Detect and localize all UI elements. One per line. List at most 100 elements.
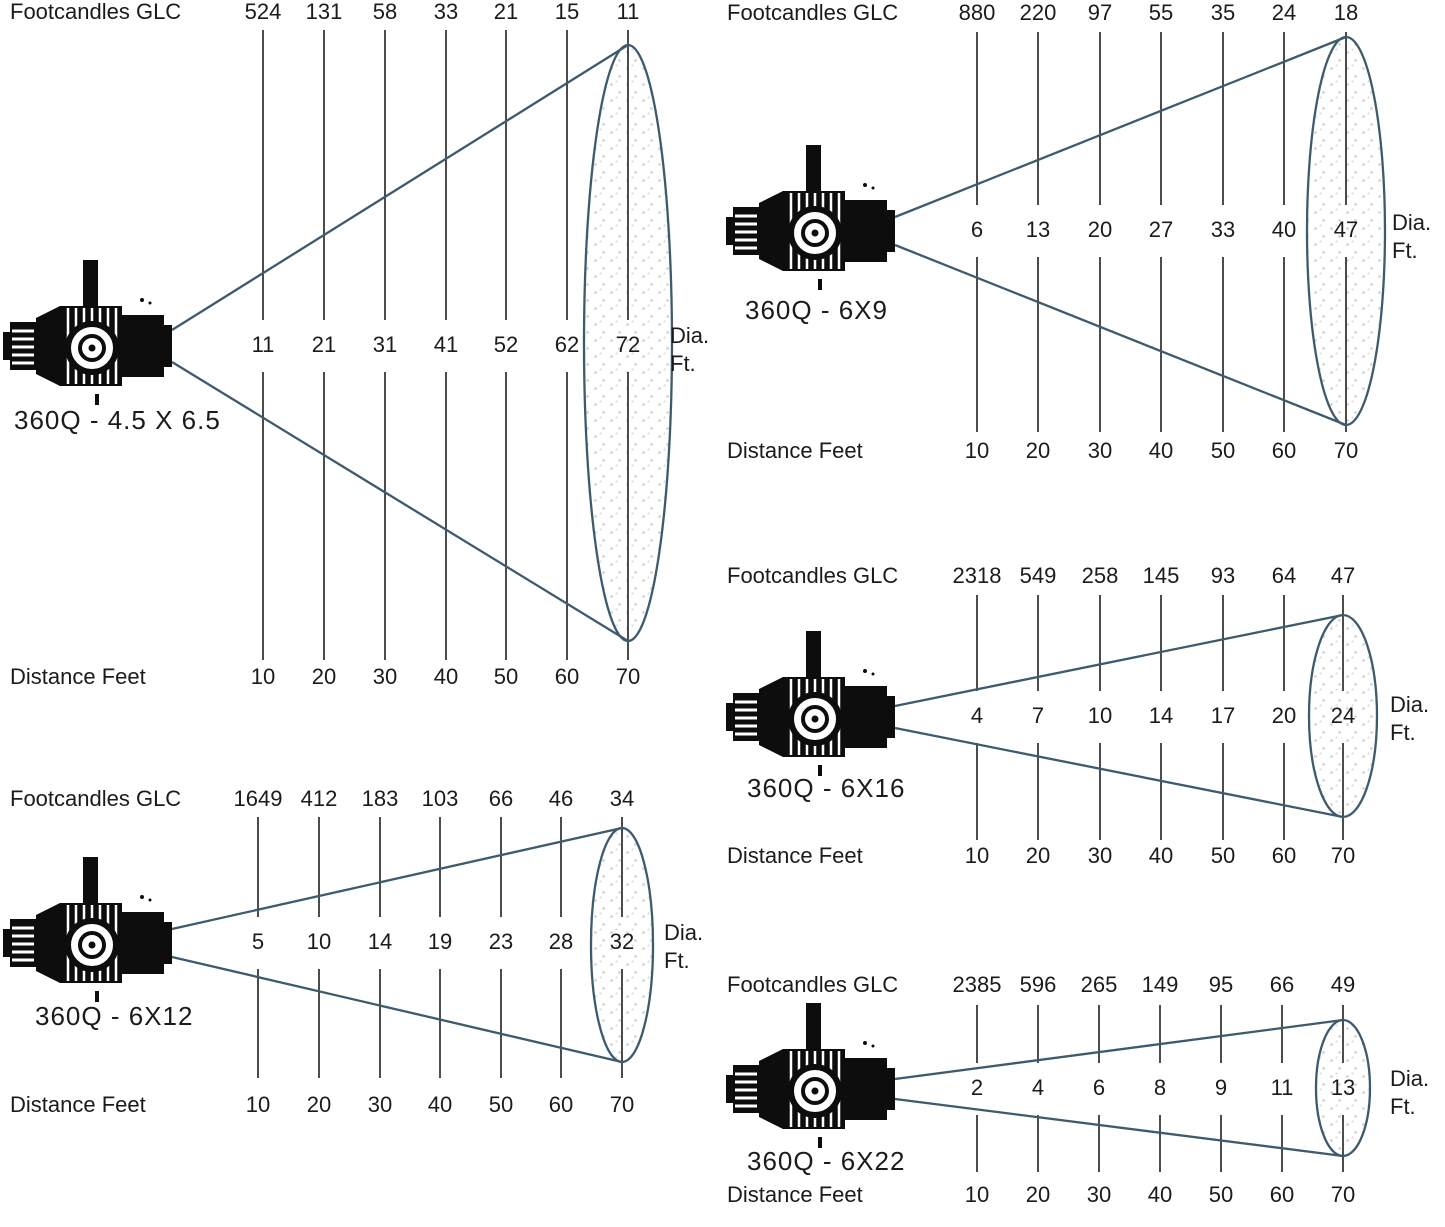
distance-value: 20: [312, 664, 336, 689]
beam-diameter-value: 28: [549, 929, 573, 954]
distance-value: 50: [489, 1092, 513, 1117]
beam-edge-lower: [894, 1097, 1344, 1158]
beam-diameter-value: 2: [971, 1075, 983, 1100]
beam-diameter-value: 4: [971, 703, 983, 728]
distance-value: 10: [965, 1182, 989, 1207]
diameter-unit-label: Ft.: [664, 948, 690, 973]
footcandle-value: 149: [1142, 972, 1179, 997]
distance-value: 20: [1026, 438, 1050, 463]
beam-diameter-value: 14: [368, 929, 392, 954]
footcandles-label: Footcandles GLC: [727, 972, 898, 997]
beam-edge-lower: [894, 726, 1344, 819]
distance-value: 20: [1026, 1182, 1050, 1207]
footcandle-value: 24: [1272, 0, 1296, 25]
fixture-model-label: 360Q - 6X16: [747, 773, 905, 803]
diameter-unit-label: Ft.: [1392, 238, 1418, 263]
beam-diameter-value: 4: [1032, 1075, 1044, 1100]
beam-diameter-value: 40: [1272, 217, 1296, 242]
footcandle-value: 18: [1334, 0, 1358, 25]
footcandles-label: Footcandles GLC: [10, 0, 181, 24]
beam-diameter-value: 7: [1032, 703, 1044, 728]
footcandle-value: 21: [494, 0, 518, 24]
distance-value: 60: [555, 664, 579, 689]
beam-diameter-value: 5: [252, 929, 264, 954]
beam-panel-360q-6x12: Footcandles GLC 1649 412 183 103 66 46 34 5 10 14 1…: [3, 786, 703, 1117]
fixture-model-label: 360Q - 6X12: [35, 1001, 193, 1031]
diameter-unit-label: Ft.: [670, 351, 696, 376]
beam-edge-lower: [894, 243, 1347, 427]
beam-diameter-value: 72: [616, 332, 640, 357]
beam-diameter-value: 31: [373, 332, 397, 357]
beam-pool-outline: [589, 826, 655, 1064]
footcandles-label: Footcandles GLC: [727, 0, 898, 25]
distance-value: 30: [368, 1092, 392, 1117]
distance-value: 70: [1334, 438, 1358, 463]
beam-diameter-value: 33: [1211, 217, 1235, 242]
diameter-unit-label: Dia.: [1390, 1066, 1429, 1091]
distance-value: 60: [549, 1092, 573, 1117]
distance-value: 50: [494, 664, 518, 689]
footcandle-value: 524: [245, 0, 282, 24]
footcandle-value: 265: [1081, 972, 1118, 997]
beam-diameter-value: 11: [252, 332, 275, 357]
distance-value: 70: [616, 664, 640, 689]
footcandle-value: 2318: [953, 563, 1002, 588]
beam-diameter-value: 32: [610, 929, 634, 954]
footcandle-value: 95: [1209, 972, 1233, 997]
distance-value: 10: [251, 664, 275, 689]
beam-panel-360q-6x16: Footcandles GLC 2318 549 258 145 93 64 474 7 10 14…: [726, 563, 1429, 868]
footcandle-value: 183: [362, 786, 399, 811]
beam-panel-360q-6x9: Footcandles GLC 880 220 97 55 35 24 18 6 13 20 27 33…: [726, 0, 1431, 463]
beam-diameter-value: 11: [1271, 1075, 1294, 1100]
distance-label: Distance Feet: [727, 438, 863, 463]
footcandle-value: 880: [959, 0, 996, 25]
beam-diameter-value: 24: [1331, 703, 1355, 728]
distance-value: 30: [1087, 1182, 1111, 1207]
beam-panel-360q-4.5-x-6.5: Footcandles GLC 524 131 58 33 21 15 11 11 21 31 41 5…: [3, 0, 709, 689]
fixture-model-label: 360Q - 4.5 X 6.5: [14, 405, 221, 435]
distance-label: Distance Feet: [10, 664, 146, 689]
beam-diameter-value: 27: [1149, 217, 1173, 242]
beam-diameter-value: 6: [1093, 1075, 1105, 1100]
beam-diameter-value: 8: [1154, 1075, 1166, 1100]
footcandle-value: 145: [1143, 563, 1180, 588]
footcandle-value: 11: [617, 0, 640, 24]
distance-value: 10: [965, 438, 989, 463]
footcandle-value: 220: [1020, 0, 1057, 25]
beam-edge-upper: [894, 613, 1344, 708]
beam-diameter-value: 47: [1334, 217, 1358, 242]
beam-diameter-value: 20: [1272, 703, 1296, 728]
beam-diameter-value: 13: [1331, 1075, 1355, 1100]
distance-label: Distance Feet: [10, 1092, 146, 1117]
distance-value: 10: [246, 1092, 270, 1117]
footcandle-value: 15: [555, 0, 579, 24]
footcandle-value: 549: [1020, 563, 1057, 588]
footcandle-value: 55: [1149, 0, 1173, 25]
distance-value: 70: [1331, 1182, 1355, 1207]
beam-diameter-value: 13: [1026, 217, 1050, 242]
footcandle-value: 34: [610, 786, 634, 811]
distance-value: 40: [428, 1092, 452, 1117]
spotlight-fixture-icon: [3, 260, 172, 405]
footcandle-value: 58: [373, 0, 397, 24]
footcandle-value: 412: [301, 786, 338, 811]
distance-value: 40: [1149, 438, 1173, 463]
beam-edge-upper: [894, 1018, 1344, 1081]
distance-value: 50: [1209, 1182, 1233, 1207]
footcandle-value: 131: [306, 0, 343, 24]
diameter-unit-label: Dia.: [664, 920, 703, 945]
beam-edge-upper: [171, 44, 629, 331]
distance-value: 40: [1149, 843, 1173, 868]
distance-label: Distance Feet: [727, 1182, 863, 1207]
footcandle-value: 35: [1211, 0, 1235, 25]
beam-diameter-value: 41: [434, 332, 458, 357]
footcandle-value: 1649: [234, 786, 283, 811]
footcandles-label: Footcandles GLC: [10, 786, 181, 811]
distance-value: 30: [373, 664, 397, 689]
footcandle-value: 93: [1211, 563, 1235, 588]
fixture-model-label: 360Q - 6X22: [747, 1146, 905, 1176]
footcandle-value: 66: [489, 786, 513, 811]
footcandle-value: 2385: [953, 972, 1002, 997]
distance-value: 30: [1088, 843, 1112, 868]
